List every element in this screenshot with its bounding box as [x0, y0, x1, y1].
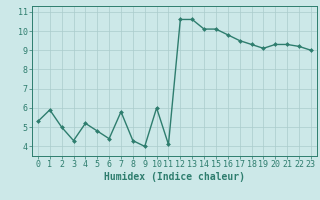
X-axis label: Humidex (Indice chaleur): Humidex (Indice chaleur): [104, 172, 245, 182]
